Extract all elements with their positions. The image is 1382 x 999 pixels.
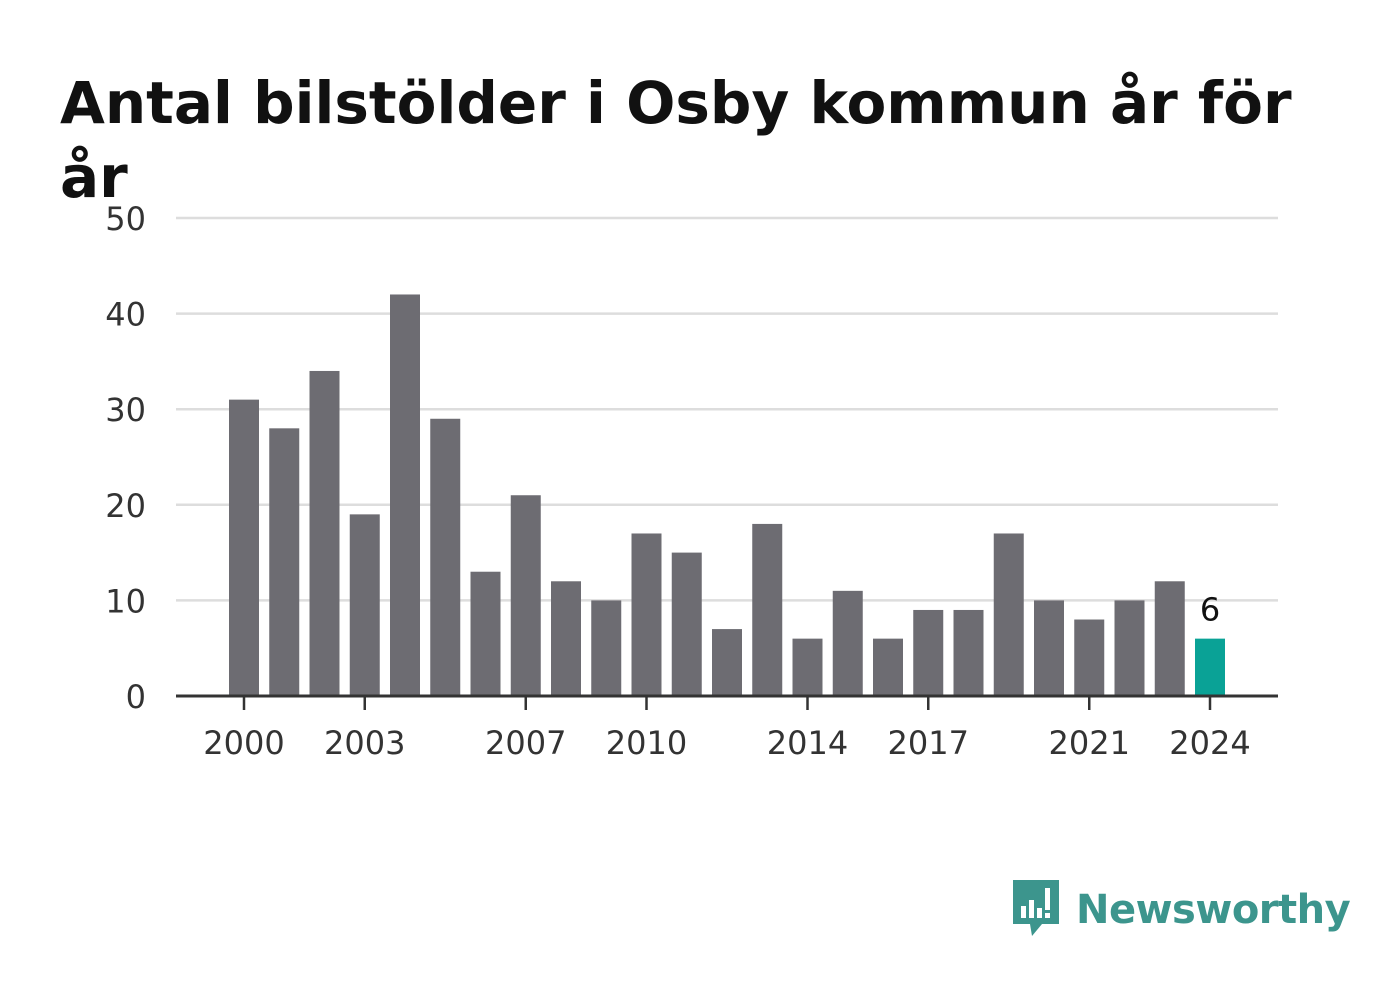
x-tick-label: 2010	[606, 724, 687, 762]
bar	[470, 571, 501, 696]
bar	[551, 581, 581, 696]
gridlines	[176, 216, 1278, 602]
bar	[993, 533, 1024, 696]
bar	[1195, 638, 1225, 696]
bar	[792, 638, 823, 696]
bar	[712, 629, 742, 696]
bar	[229, 399, 259, 696]
x-tick-label: 2014	[767, 724, 848, 762]
brand-name: Newsworthy	[1076, 887, 1351, 933]
x-tick-label: 2007	[485, 724, 566, 762]
bar	[591, 600, 622, 696]
bars	[229, 294, 1225, 696]
x-tick-label: 2000	[203, 724, 284, 762]
bar	[510, 495, 541, 696]
x-tick-label: 2021	[1049, 724, 1130, 762]
bar	[309, 370, 340, 696]
bar	[390, 294, 420, 696]
bar	[873, 638, 903, 696]
bar	[1034, 600, 1064, 696]
bar	[953, 609, 984, 696]
chart-title: Antal bilstölder i Osby kommun år för år	[60, 69, 1292, 211]
y-tick-label: 10	[105, 582, 146, 620]
y-tick-label: 20	[105, 487, 146, 525]
y-tick-label: 30	[105, 391, 146, 429]
labels: 0 10 20 30 40 50 2000 2003 2007 2010 2014 2017 2021 2…	[105, 200, 1250, 762]
bar	[913, 609, 944, 696]
bar	[832, 590, 863, 696]
bar	[631, 533, 662, 696]
x-tick-label: 2024	[1169, 724, 1250, 762]
y-tick-label: 40	[105, 296, 146, 334]
axes	[176, 694, 1278, 710]
bar	[752, 523, 783, 696]
bar	[671, 552, 702, 696]
x-tick-label: 2003	[324, 724, 405, 762]
newsworthy-logo: Newsworthy	[1010, 878, 1351, 942]
bar	[349, 514, 380, 696]
bar	[1114, 600, 1145, 696]
bar	[1154, 581, 1185, 696]
data-label: 6	[1200, 591, 1220, 629]
bar-chart-speech-bubble-icon	[1010, 878, 1062, 942]
y-tick-label: 0	[126, 678, 146, 716]
x-tick-label: 2017	[888, 724, 969, 762]
bar	[269, 428, 300, 696]
bar	[1074, 619, 1105, 696]
bar	[430, 418, 461, 696]
y-tick-label: 50	[105, 200, 146, 238]
